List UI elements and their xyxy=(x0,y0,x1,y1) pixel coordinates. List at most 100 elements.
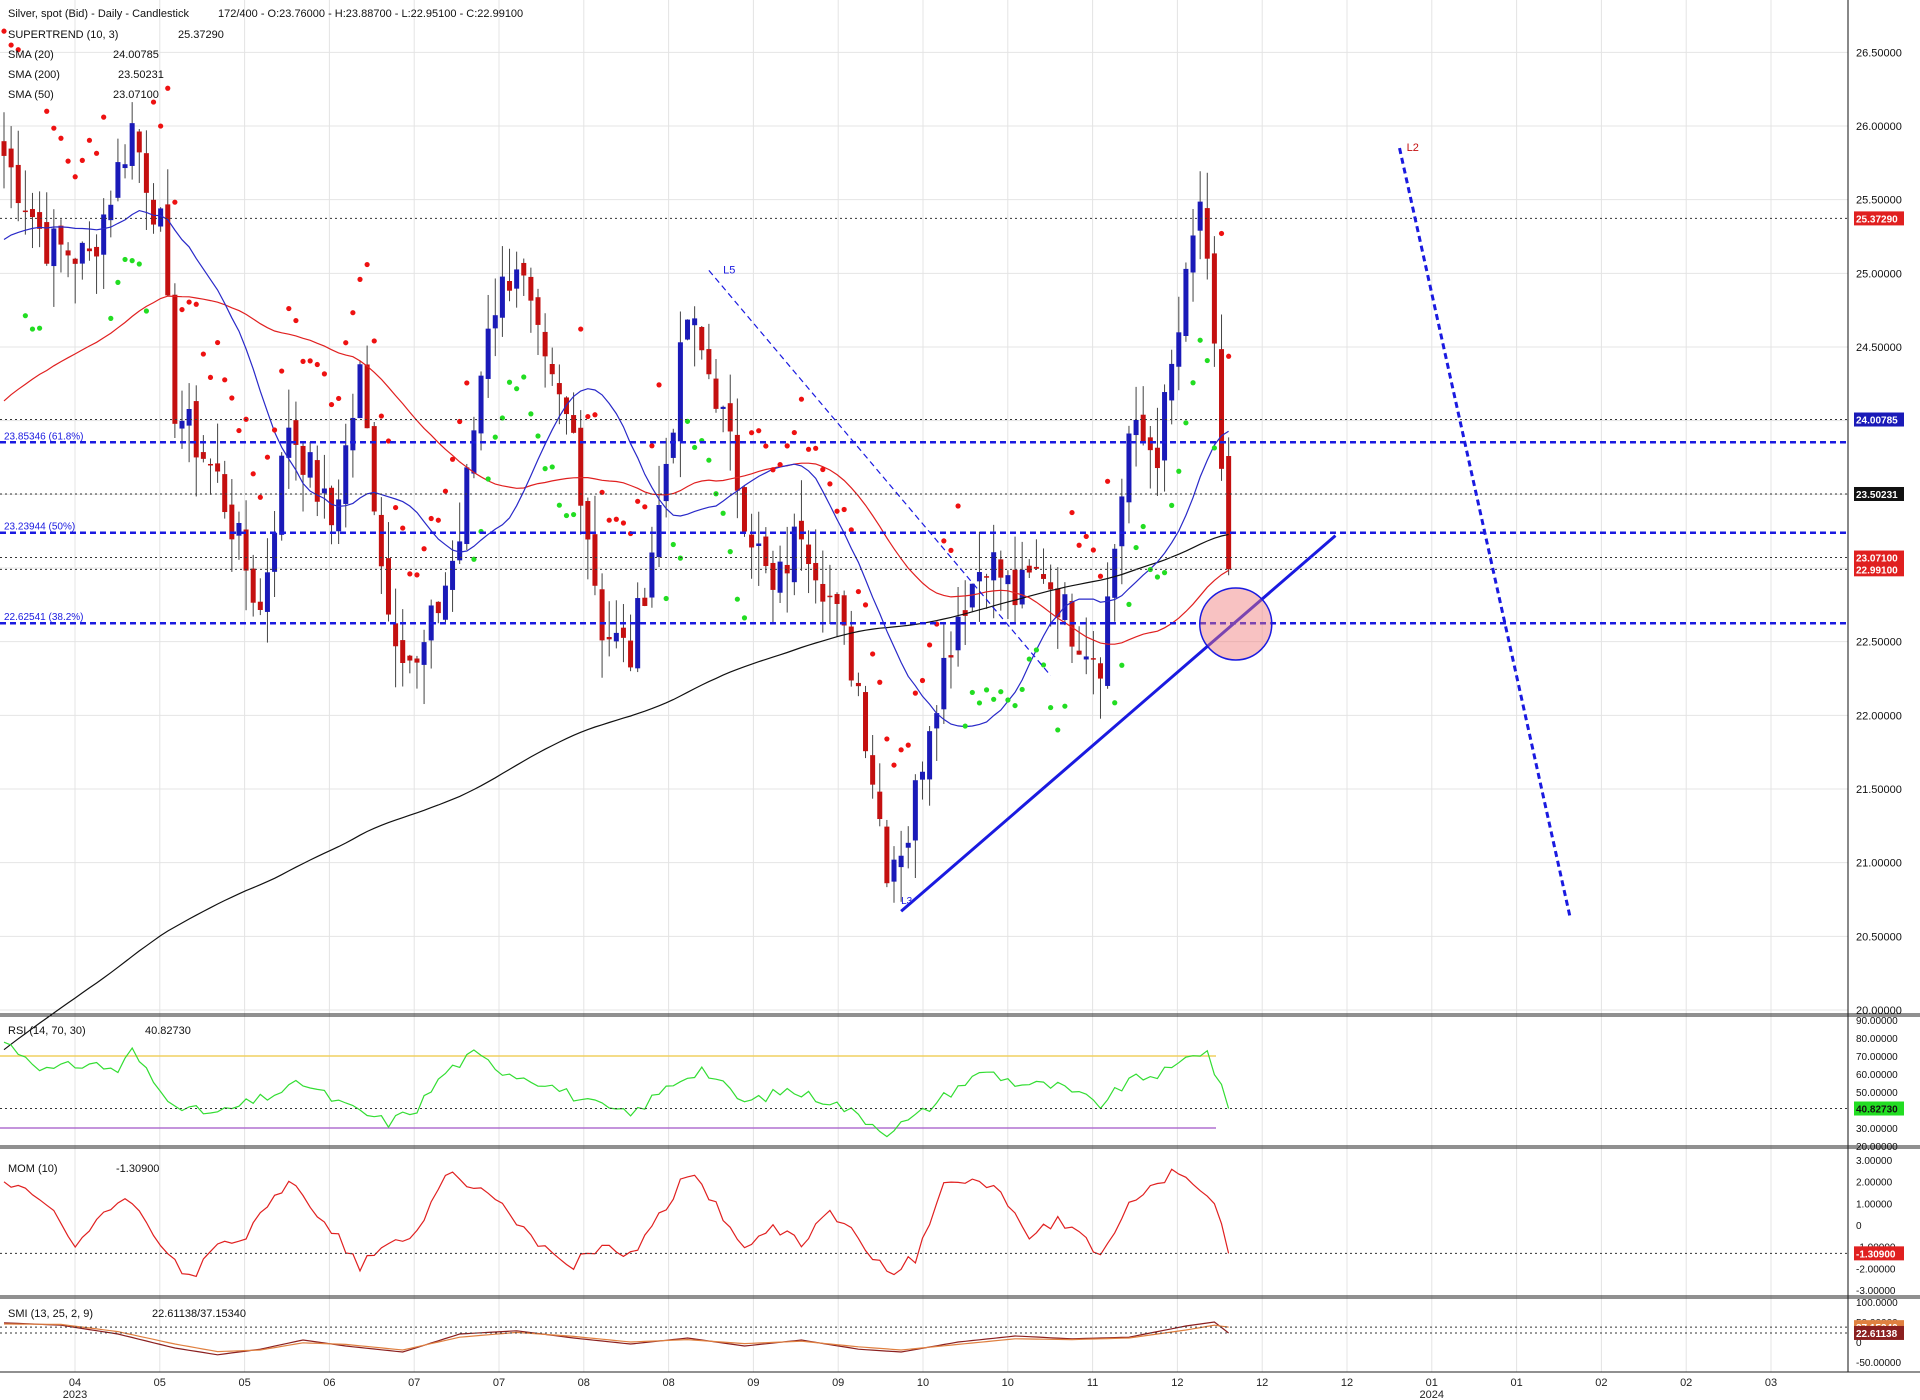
candle-body xyxy=(464,467,470,545)
mom-y-tick: 1.00000 xyxy=(1856,1199,1893,1210)
supertrend-dot xyxy=(827,481,833,487)
candle-body xyxy=(912,780,918,841)
supertrend-dot xyxy=(414,572,420,578)
supertrend-dot xyxy=(983,687,990,693)
price-badge xyxy=(1854,211,1904,226)
supertrend-dot xyxy=(563,512,570,519)
supertrend-dot xyxy=(257,494,263,500)
rsi-pane[interactable] xyxy=(0,1041,1848,1138)
candle-body xyxy=(421,642,427,665)
momentum-pane[interactable] xyxy=(0,1168,1848,1278)
legend-sma50-name: SMA (50) xyxy=(8,89,54,101)
x-tick-label: 01 xyxy=(1426,1377,1438,1389)
supertrend-dot xyxy=(1126,601,1132,607)
candle-body xyxy=(863,692,869,752)
x-tick-label: 05 xyxy=(238,1377,250,1389)
candle-body xyxy=(1,141,7,156)
candle-body xyxy=(485,328,491,379)
supertrend-dot xyxy=(1090,547,1096,553)
supertrend-dot xyxy=(51,125,57,131)
price-pane[interactable]: 23.85346 (61.8%) 23.23944 (50%) 22.62541 (… xyxy=(0,28,1848,1051)
candle-body xyxy=(578,427,584,506)
candle-body xyxy=(948,655,954,658)
candle-body xyxy=(727,403,733,432)
supertrend-dot xyxy=(1140,523,1146,530)
price-badge xyxy=(1854,562,1904,577)
supertrend-dot xyxy=(820,466,826,473)
candle-body xyxy=(499,276,505,318)
chart-title: Silver, spot (Bid) - Daily - Candlestick xyxy=(8,8,189,20)
supertrend-dot xyxy=(642,504,648,510)
legend-supertrend-name: SUPERTREND (10, 3) xyxy=(8,29,118,41)
supertrend-dot xyxy=(1026,656,1032,662)
candle-body xyxy=(1140,414,1146,442)
trendline-l3-label: L3 xyxy=(901,896,913,907)
candle-body xyxy=(699,326,705,351)
supertrend-dot xyxy=(998,689,1004,695)
candle-body xyxy=(143,153,149,193)
candle-body xyxy=(813,562,819,581)
candle-body xyxy=(827,595,833,598)
x-tick-label: 12 xyxy=(1171,1377,1183,1389)
candle-body xyxy=(777,561,783,593)
supertrend-dot xyxy=(72,174,78,180)
x-tick-label: 10 xyxy=(917,1377,929,1389)
supertrend-dot xyxy=(343,340,349,346)
rsi-y-tick: 60.00000 xyxy=(1856,1070,1898,1081)
candle-body xyxy=(364,364,370,429)
candle-body xyxy=(677,342,683,442)
candle-body xyxy=(528,276,534,301)
sma20-line xyxy=(3,209,1229,728)
supertrend-dot xyxy=(229,395,235,401)
supertrend-dot xyxy=(300,358,306,364)
candle-body xyxy=(927,731,933,780)
supertrend-dot xyxy=(692,444,698,451)
trendline-l2 xyxy=(1398,147,1572,919)
candle-body xyxy=(1176,332,1182,367)
candle-body xyxy=(784,564,790,574)
supertrend-dot xyxy=(293,317,299,324)
smi-pane[interactable] xyxy=(0,1321,1848,1356)
candle-body xyxy=(514,269,520,289)
candle-body xyxy=(834,594,840,604)
supertrend-dot xyxy=(1012,702,1018,709)
supertrend-dot xyxy=(15,47,21,53)
candle-body xyxy=(1012,569,1018,606)
supertrend-dot xyxy=(798,396,805,402)
y-tick-label: 22.00000 xyxy=(1856,710,1902,722)
supertrend-dot xyxy=(407,571,413,577)
supertrend-dot xyxy=(571,511,577,518)
candle-body xyxy=(286,427,292,458)
supertrend-dot xyxy=(1005,697,1011,703)
supertrend-dot xyxy=(328,401,335,408)
candle-body xyxy=(29,209,35,218)
supertrend-dot xyxy=(670,541,676,548)
candle-body xyxy=(606,636,612,640)
candle-body xyxy=(250,568,256,603)
x-tick-label: 09 xyxy=(747,1377,759,1389)
supertrend-dot xyxy=(1048,704,1054,711)
supertrend-dot xyxy=(8,42,14,48)
candle-body xyxy=(343,445,349,504)
supertrend-dot xyxy=(442,488,449,494)
supertrend-dot xyxy=(485,476,491,482)
supertrend-dot xyxy=(29,326,36,332)
candle-body xyxy=(122,164,128,169)
x-tick-label: 09 xyxy=(832,1377,844,1389)
candle-body xyxy=(400,640,406,663)
y-tick-label: 26.00000 xyxy=(1856,121,1902,133)
supertrend-dot xyxy=(620,520,627,526)
candle-body xyxy=(955,616,961,651)
candle-body xyxy=(770,562,776,590)
supertrend-dot xyxy=(528,411,534,417)
mom-y-tick: 0 xyxy=(1856,1221,1862,1232)
x-tick-label: 12 xyxy=(1256,1377,1268,1389)
supertrend-dot xyxy=(506,379,513,385)
candle-body xyxy=(300,445,306,475)
price-badge-text: 22.99100 xyxy=(1856,565,1898,576)
mom-badge-text: -1.30900 xyxy=(1856,1249,1896,1260)
y-tick-label: 21.00000 xyxy=(1856,858,1902,870)
supertrend-dot xyxy=(969,689,975,696)
supertrend-dot xyxy=(763,443,769,449)
